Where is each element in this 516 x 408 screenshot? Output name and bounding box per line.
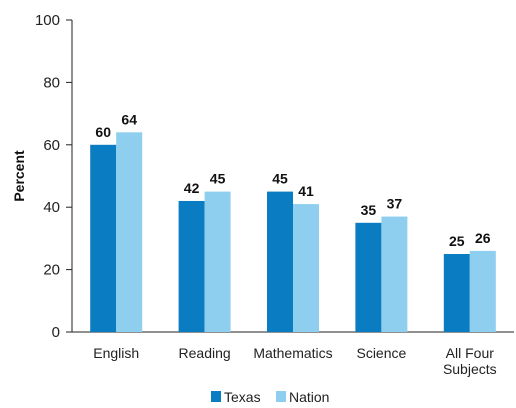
- bar-nation: [381, 216, 408, 332]
- category-label: Science: [356, 345, 406, 361]
- bar-nation: [116, 132, 143, 332]
- bar-texas: [443, 254, 470, 332]
- y-axis-label: Percent: [11, 150, 27, 202]
- bar-texas: [178, 200, 205, 332]
- bar-texas: [355, 222, 382, 332]
- data-label: 37: [387, 196, 403, 212]
- data-label: 45: [272, 171, 288, 187]
- data-label: 42: [184, 180, 200, 196]
- legend-swatch-nation: [276, 391, 286, 402]
- y-tick-label: 60: [43, 137, 60, 154]
- data-label: 60: [95, 124, 111, 140]
- bar-texas: [90, 144, 117, 332]
- data-label: 35: [361, 202, 377, 218]
- data-label: 41: [298, 183, 314, 199]
- y-tick-label: 40: [43, 199, 60, 216]
- y-tick-label: 80: [43, 74, 60, 91]
- y-tick-label: 100: [35, 12, 60, 29]
- y-tick-label: 0: [52, 324, 60, 341]
- y-axis-ticks: 0 20 40 60 80 100: [35, 12, 72, 341]
- category-label: All Four: [446, 345, 495, 361]
- data-label: 45: [210, 171, 226, 187]
- bars: [90, 132, 496, 332]
- data-label: 25: [449, 233, 465, 249]
- bar-nation: [469, 250, 496, 332]
- legend-swatch-texas: [211, 391, 221, 402]
- legend-label: Texas: [224, 389, 261, 405]
- data-label: 26: [475, 230, 491, 246]
- data-labels: 60 64 42 45 45 41 35 37 25 26: [95, 111, 490, 249]
- category-label: English: [93, 345, 139, 361]
- category-label: Reading: [179, 345, 231, 361]
- y-tick-label: 20: [43, 262, 60, 279]
- category-labels: English Reading Mathematics Science All Four…: [93, 345, 496, 377]
- legend: Texas Nation: [211, 389, 329, 405]
- bar-nation: [204, 191, 231, 332]
- bar-nation: [293, 204, 319, 332]
- data-label: 64: [121, 111, 137, 127]
- category-label: Mathematics: [253, 345, 332, 361]
- bar-texas: [267, 191, 293, 332]
- legend-label: Nation: [289, 389, 329, 405]
- y-axis-label-group: Percent: [11, 150, 27, 202]
- category-label: Subjects: [443, 361, 497, 377]
